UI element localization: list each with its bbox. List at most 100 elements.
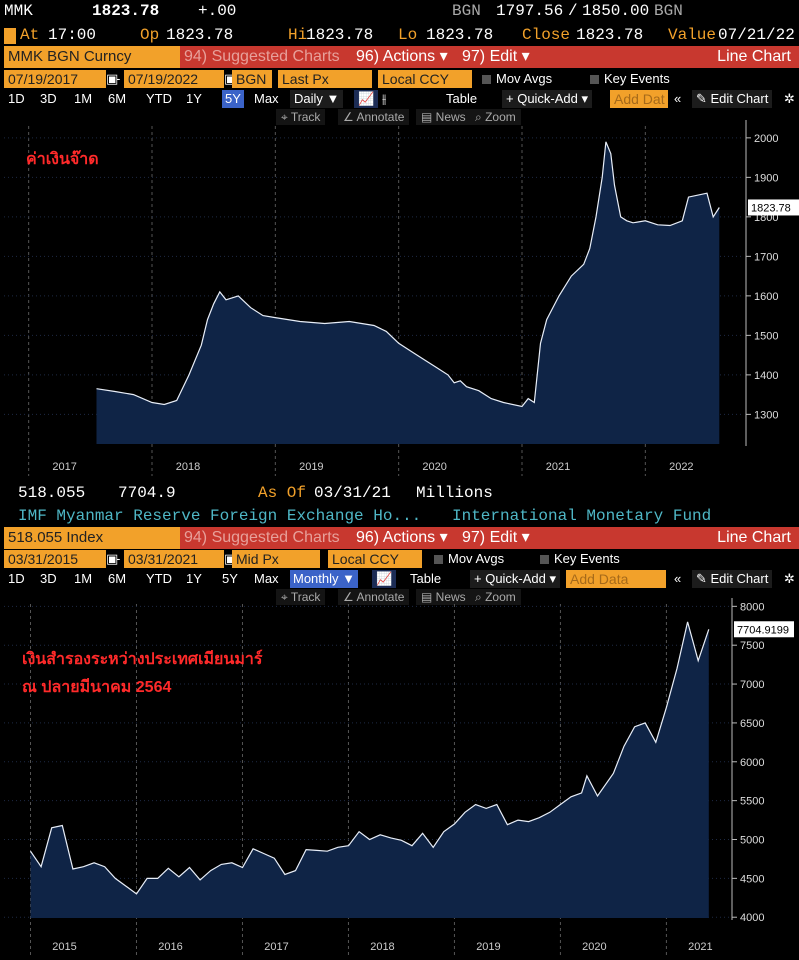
annotate-icon: ∠ [343,110,357,124]
y-tick-label: 1900 [754,172,778,184]
add-data-field[interactable]: Add Dat [610,90,668,108]
index-tool-label: News [435,590,466,604]
period-1y[interactable]: 1Y [186,91,202,106]
clock-icon [4,28,16,44]
index-last: 518.055 [18,484,86,502]
change: +.00 [198,2,237,20]
index-suggested-charts-button[interactable]: 94) Suggested Charts [180,527,354,549]
actions-menu[interactable]: 96) Actions ▾ [352,46,460,68]
index-period-5y[interactable]: 5Y [222,571,238,586]
gear-icon[interactable]: ✲ [784,91,795,106]
index-tool-label: Zoom [485,590,516,604]
index-add-data-field[interactable]: Add Data [566,570,666,588]
index-collapse-icon[interactable]: « [674,571,682,586]
quote-line-1: MMK 1823.78 +.00 BGN 1797.56 / 1850.00 B… [4,2,683,20]
period-1d[interactable]: 1D [8,91,25,106]
period-5y[interactable]: 5Y [222,90,244,108]
y-tick-label: 5500 [740,796,764,808]
index-news-icon: ▤ [421,590,436,604]
index-edit-menu[interactable]: 97) Edit ▾ [458,527,542,549]
index-period-1m[interactable]: 1M [74,571,93,586]
index-period-6m[interactable]: 6M [108,571,127,586]
index-tool-track[interactable]: ⌖ Track [276,589,326,605]
index-chart-type[interactable]: Line Chart [540,527,799,549]
x-tick-label: 2018 [176,461,200,473]
tool-annotate[interactable]: ∠ Annotate [338,109,410,125]
chart-type[interactable]: Line Chart [540,46,799,68]
tool-label: Zoom [485,110,516,124]
x-tick-label: 2021 [546,461,570,473]
index-period-max[interactable]: Max [254,571,279,586]
index-gear-icon[interactable]: ✲ [784,571,795,586]
chart-reserves[interactable]: 4000 4500 5000 5500 6000 6500 7000 7500 8000 7704… [0,598,799,960]
index-tool-annotate[interactable]: ∠ Annotate [338,589,410,605]
index-date-from-field[interactable]: 03/31/2015 [4,550,106,568]
period-ytd[interactable]: YTD [146,91,172,106]
tool-zoom[interactable]: ⌕ Zoom [470,109,521,125]
quote-line-2: At 17:00 Op 1823.78 Hi 1823.78 Lo 1823.7… [0,26,799,48]
open: 1823.78 [166,26,234,44]
index-value: 7704.9 [118,484,176,502]
period-6m[interactable]: 6M [108,91,127,106]
index-tool-news[interactable]: ▤ News [416,589,471,605]
close-label: Close [522,26,571,44]
y-tick-label: 4500 [740,873,764,885]
mov-avgs-checkbox[interactable] [482,75,491,85]
index-tool-label: Track [290,590,321,604]
index-frequency-select[interactable]: Monthly ▼ [290,570,358,588]
index-quick-add-button[interactable]: + Quick-Add ▾ [470,570,561,588]
date-to-field[interactable]: 07/19/2022 [124,70,224,88]
index-currency-select[interactable]: Local CCY [328,550,422,568]
currency-select[interactable]: Local CCY [378,70,472,88]
field-select[interactable]: Last Px [278,70,372,88]
index-period-1d[interactable]: 1D [8,571,25,586]
tool-label: Track [290,110,321,124]
index-key-events-checkbox[interactable] [540,555,549,565]
quick-add-button[interactable]: + Quick-Add ▾ [502,90,593,108]
zoom-icon: ⌕ [475,110,486,124]
index-period-ytd[interactable]: YTD [146,571,172,586]
period-3d[interactable]: 3D [40,91,57,106]
frequency-select[interactable]: Daily ▼ [290,90,344,108]
source-field[interactable]: BGN [232,70,272,88]
index-field-select[interactable]: Mid Px [232,550,320,568]
mov-avgs-label: Mov Avgs [496,71,553,86]
index-tool-bar: ⌖ Track ∠ Annotate ▤ News ⌕ Zoom [0,589,799,605]
edit-menu[interactable]: 97) Edit ▾ [458,46,542,68]
index-actions-menu[interactable]: 96) Actions ▾ [352,527,460,549]
tool-news[interactable]: ▤ News [416,109,471,125]
hi-label: Hi [288,26,308,44]
suggested-charts-button[interactable]: 94) Suggested Charts [180,46,354,68]
x-tick-label: 2021 [688,941,712,953]
value-label: Value [668,26,717,44]
ticker: MMK [4,2,33,20]
last-value-label: 1823.78 [748,199,799,216]
index-date-to-field[interactable]: 03/31/2021 [124,550,224,568]
candle-icon[interactable]: ⫲ [382,91,387,106]
annotation-note: ค่าเงินจ๊าด [26,149,99,168]
period-max[interactable]: Max [254,91,279,106]
index-tool-zoom[interactable]: ⌕ Zoom [470,589,521,605]
index-edit-chart-button[interactable]: ✎ Edit Chart [692,570,773,588]
index-period-3d[interactable]: 3D [40,571,57,586]
collapse-icon[interactable]: « [674,91,682,106]
key-events-checkbox[interactable] [590,75,599,85]
index-line-chart-icon[interactable]: 📈 [372,570,397,588]
edit-chart-button[interactable]: ✎ Edit Chart [692,90,773,108]
tool-label: News [435,110,466,124]
table-button[interactable]: Table [446,91,478,106]
tool-track[interactable]: ⌖ Track [276,109,326,125]
date-from-field[interactable]: 07/19/2017 [4,70,106,88]
y-tick-label: 5000 [740,835,764,847]
x-tick-label: 2018 [370,941,394,953]
tool-label: Annotate [356,110,405,124]
index-tool-label: Annotate [356,590,405,604]
index-period-1y[interactable]: 1Y [186,571,202,586]
index-table-button[interactable]: Table [410,571,442,586]
units: Millions [416,484,493,502]
period-1m[interactable]: 1M [74,91,93,106]
index-mov-avgs-checkbox[interactable] [434,555,443,565]
chart-mmk[interactable]: 130014001500160017001800190020001823.782… [0,118,799,480]
line-chart-icon[interactable]: 📈 [354,90,379,108]
y-tick-label: 1600 [754,291,778,303]
